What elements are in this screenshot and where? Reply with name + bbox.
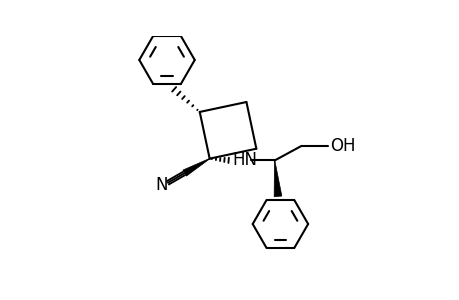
Polygon shape xyxy=(274,160,281,197)
Polygon shape xyxy=(183,158,209,176)
Text: OH: OH xyxy=(329,137,354,155)
Text: HN: HN xyxy=(232,152,257,169)
Text: N: N xyxy=(155,176,168,194)
